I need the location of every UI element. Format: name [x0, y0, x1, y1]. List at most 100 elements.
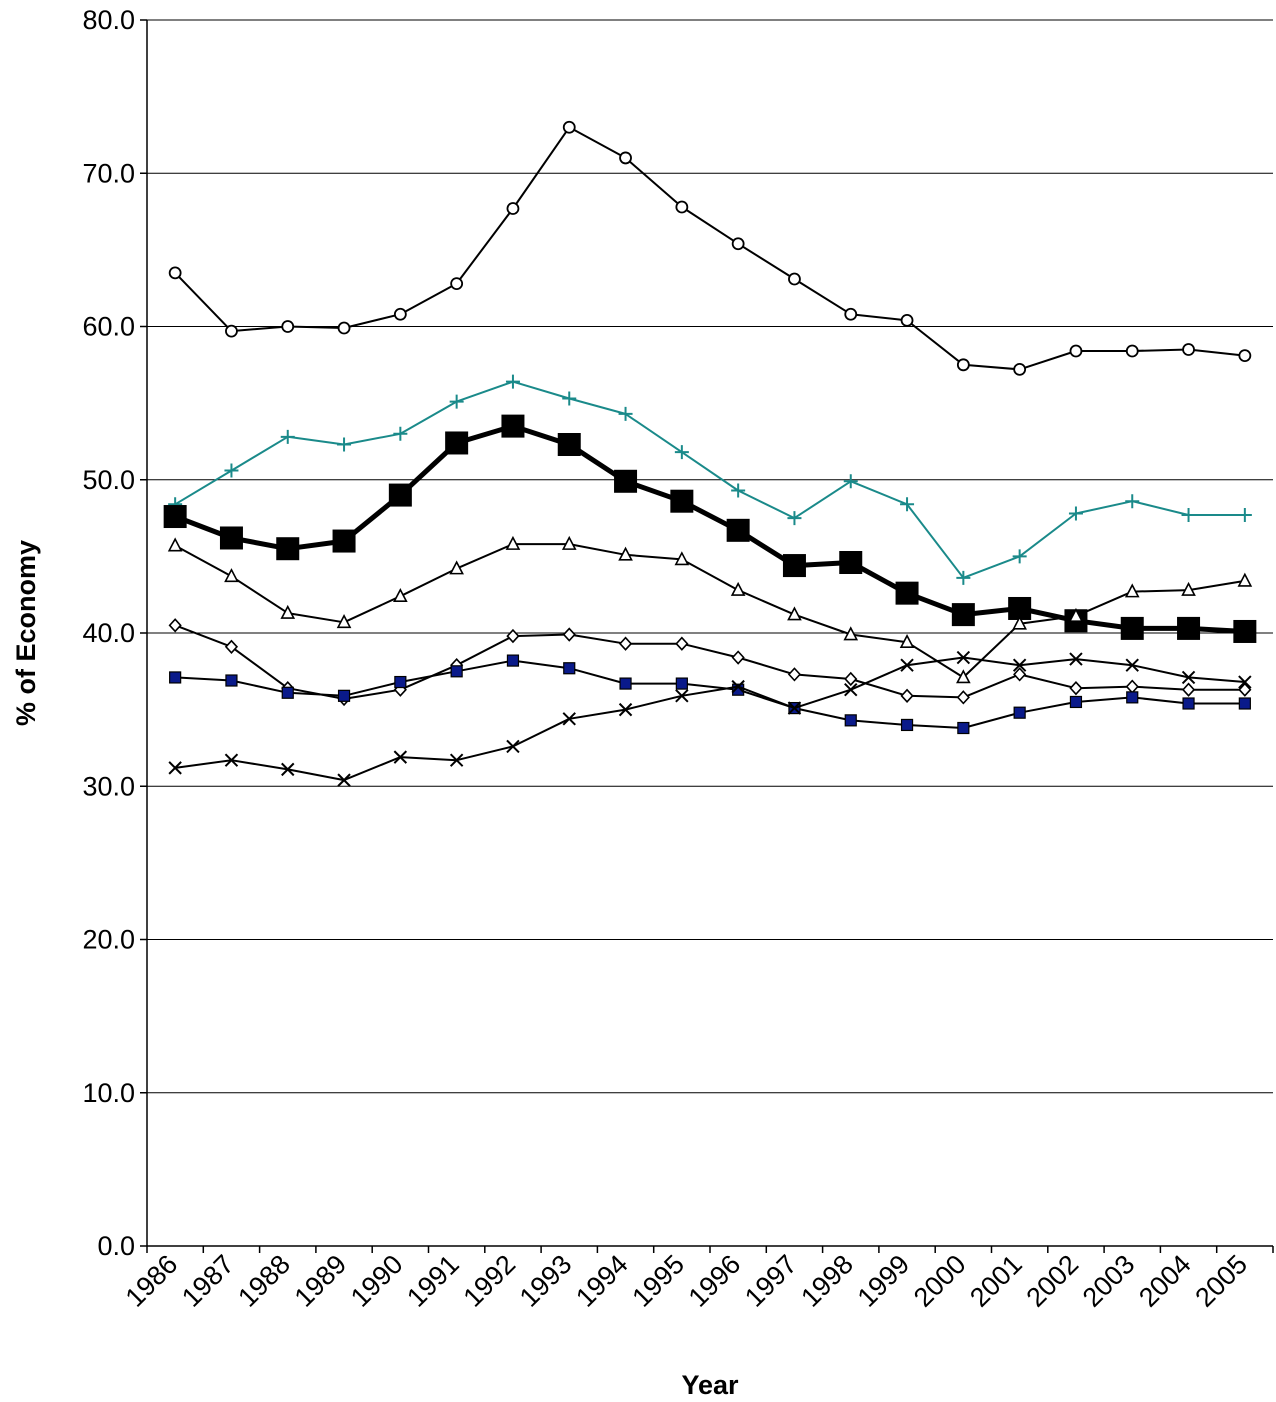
data-point — [1120, 616, 1144, 640]
y-tick-label: 40.0 — [82, 618, 135, 648]
data-point — [1233, 619, 1257, 643]
data-point — [787, 667, 802, 682]
data-point — [1237, 572, 1253, 587]
data-point — [225, 674, 238, 687]
data-point — [675, 200, 689, 214]
data-point — [168, 761, 182, 775]
data-point — [281, 762, 295, 777]
data-point — [449, 394, 464, 409]
data-point — [167, 537, 183, 552]
y-tick-label: 70.0 — [82, 158, 135, 188]
data-point — [224, 639, 239, 654]
x-tick-label: 2003 — [1077, 1249, 1141, 1313]
series-line — [174, 126, 1245, 371]
x-tick-label: 2005 — [1189, 1249, 1253, 1313]
data-point — [337, 773, 351, 787]
data-point — [674, 445, 689, 460]
data-point — [731, 650, 745, 665]
data-point — [506, 628, 520, 644]
x-tick-label: 1996 — [683, 1249, 747, 1313]
data-point — [280, 604, 296, 619]
data-point — [280, 429, 295, 444]
series-x — [168, 650, 1252, 787]
data-point — [618, 546, 633, 561]
data-point — [1125, 679, 1139, 694]
data-point — [1069, 344, 1083, 358]
data-point — [844, 307, 858, 321]
data-point — [336, 614, 352, 629]
data-point — [562, 627, 576, 642]
data-point — [900, 658, 914, 672]
data-point — [1069, 695, 1083, 709]
data-point — [674, 551, 690, 566]
x-tick-label: 1994 — [570, 1249, 634, 1313]
data-point — [619, 151, 632, 165]
data-point — [956, 570, 971, 585]
data-point — [899, 633, 915, 648]
data-point — [843, 474, 858, 489]
series-line — [174, 543, 1245, 679]
data-point — [219, 526, 243, 550]
data-point — [675, 677, 688, 690]
data-point — [1181, 682, 1196, 697]
y-tick-label: 80.0 — [82, 5, 135, 35]
data-point — [449, 753, 464, 767]
x-tick-label: 1993 — [514, 1249, 578, 1313]
data-point — [1126, 691, 1139, 704]
data-point — [561, 535, 577, 550]
data-point — [788, 272, 801, 286]
data-point — [1124, 583, 1140, 598]
data-point — [731, 679, 745, 694]
data-point — [224, 463, 239, 478]
data-point — [731, 237, 745, 251]
data-point — [562, 120, 576, 134]
data-point — [730, 581, 746, 596]
y-tick-label: 50.0 — [82, 465, 135, 495]
data-point — [895, 581, 919, 605]
data-point — [1238, 349, 1252, 363]
y-tick-label: 20.0 — [82, 925, 135, 955]
x-tick-labels: 1986198719881989199019911992199319941995… — [120, 1249, 1253, 1313]
data-point — [450, 277, 464, 290]
data-point — [1013, 706, 1026, 719]
data-point — [1181, 670, 1196, 685]
data-point — [501, 414, 525, 438]
data-point — [224, 753, 239, 767]
data-point — [900, 718, 914, 732]
data-point — [1182, 343, 1195, 356]
data-point — [281, 686, 294, 699]
data-point — [332, 529, 356, 553]
x-tick-label: 1999 — [852, 1249, 916, 1313]
data-point — [393, 307, 407, 321]
data-point — [393, 426, 408, 441]
x-tick-label: 2000 — [908, 1249, 972, 1313]
data-point — [1182, 697, 1195, 710]
data-point — [393, 587, 408, 603]
data-point — [787, 606, 802, 621]
data-point — [956, 650, 971, 665]
data-point — [394, 675, 407, 689]
data-point — [1238, 697, 1251, 710]
gridlines — [147, 19, 1273, 1094]
data-point — [276, 537, 300, 561]
x-tick-label: 1989 — [289, 1249, 353, 1313]
data-point — [337, 437, 352, 452]
data-point — [1068, 607, 1084, 622]
data-point — [1237, 507, 1252, 522]
series-line — [175, 656, 1245, 782]
x-tick-label: 1997 — [739, 1249, 803, 1313]
series-line — [174, 423, 1245, 634]
x-tick-label: 2001 — [964, 1249, 1028, 1313]
data-point — [787, 701, 802, 715]
data-point — [449, 560, 464, 575]
data-point — [956, 358, 970, 372]
data-point — [1013, 667, 1027, 682]
y-tick-labels: 0.0 10.0 20.0 30.0 40.0 50.0 60.0 70.0 80.0 — [82, 5, 135, 1261]
y-tick-label: 60.0 — [82, 312, 135, 342]
data-point — [956, 690, 970, 705]
y-tick-label: 10.0 — [82, 1078, 135, 1108]
data-point — [726, 518, 750, 542]
x-tick-label: 1998 — [795, 1249, 859, 1313]
x-tick-label: 1995 — [626, 1249, 690, 1313]
series-layer — [163, 120, 1257, 787]
